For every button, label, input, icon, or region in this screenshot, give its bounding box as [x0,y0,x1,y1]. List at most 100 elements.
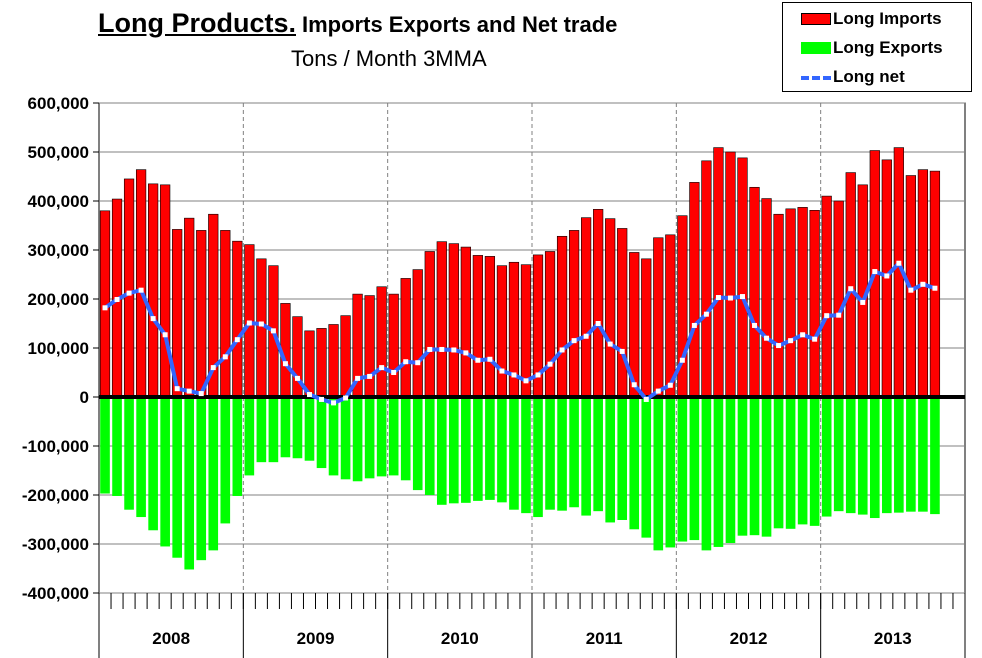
x-year-label: 2010 [441,629,479,648]
net-marker [258,321,264,327]
y-tick-label: -300,000 [22,535,89,554]
chart-title-rest: Imports Exports and Net trade [302,12,618,37]
bar-exports [569,397,579,508]
bar-imports [148,183,159,398]
net-marker [331,400,337,406]
bar-imports [436,241,447,398]
bar-exports [521,397,531,514]
net-marker [246,320,252,326]
net-marker [727,295,733,301]
bar-imports [400,278,411,398]
legend-label-imports: Long Imports [833,9,942,28]
legend-swatch-imports [801,13,831,25]
bar-exports [689,397,700,541]
bar-imports [833,200,844,398]
net-marker [150,316,156,322]
bar-exports [833,397,844,512]
net-marker [427,346,433,352]
bar-imports [725,151,736,398]
bar-exports [304,397,315,461]
bar-imports [701,160,712,398]
bar-imports [544,251,556,398]
y-tick-label: -100,000 [22,437,89,456]
net-marker [848,286,854,292]
bar-exports [364,397,375,479]
net-marker [571,338,577,344]
bar-exports [617,397,628,520]
y-tick-label: 300,000 [28,241,89,260]
bar-imports [135,169,147,398]
bar-imports [845,172,856,398]
bar-imports [653,237,664,398]
net-marker [667,382,673,388]
net-marker [198,391,204,397]
net-marker [463,350,469,356]
net-marker [174,386,180,392]
bar-exports [773,397,784,529]
bar-exports [665,397,676,548]
y-tick-label: 500,000 [28,143,89,162]
bar-imports [593,209,604,398]
bar-imports [605,218,616,398]
x-year-label: 2011 [586,629,623,648]
bar-exports [436,397,447,505]
x-year-label: 2013 [874,629,912,648]
bar-imports [460,246,471,398]
net-marker [415,360,421,366]
bar-exports [593,397,603,512]
net-marker [583,333,589,339]
bar-imports [689,182,700,398]
bar-exports [677,397,688,542]
net-marker [138,287,144,293]
bar-imports [364,295,375,398]
bar-imports [160,184,171,398]
net-marker [114,296,120,302]
net-marker [270,328,276,334]
bar-imports [472,255,483,398]
bar-exports [244,397,255,476]
legend-item-net: Long net [783,65,973,89]
net-marker [643,396,649,402]
bar-imports [316,328,327,398]
bar-exports [857,397,868,515]
net-marker [764,335,770,341]
bar-exports [713,397,724,547]
y-tick-label: 600,000 [28,94,89,113]
net-marker [715,295,721,301]
chart-title-main: Long Products. [98,8,296,38]
net-marker [739,294,745,300]
bar-imports [821,195,832,398]
net-marker [860,299,866,305]
net-marker [126,290,132,296]
bar-exports [376,397,387,477]
bar-imports [424,251,435,398]
net-marker [920,281,926,287]
net-marker [367,373,373,379]
bar-exports [845,397,856,514]
bar-exports [653,397,664,551]
legend: Long Imports Long Exports Long net [782,2,972,92]
net-marker [788,338,794,344]
bar-imports [581,217,592,398]
bar-exports [256,397,267,463]
bar-exports [280,397,291,458]
bar-exports [545,397,555,510]
y-tick-label: 100,000 [28,339,89,358]
bar-exports [749,397,760,536]
bar-exports [641,397,652,538]
bar-exports [148,397,158,531]
bar-exports [232,397,243,496]
net-marker [222,354,228,360]
net-marker [812,336,818,342]
bar-exports [701,397,712,551]
net-marker [872,269,878,275]
bar-exports [906,397,916,512]
bar-imports [773,213,784,398]
net-marker [932,285,938,291]
bar-exports [869,397,880,519]
bar-exports [424,397,435,495]
bar-exports [821,397,832,517]
bar-imports [388,293,399,398]
net-marker [343,395,349,401]
net-marker [403,359,409,365]
